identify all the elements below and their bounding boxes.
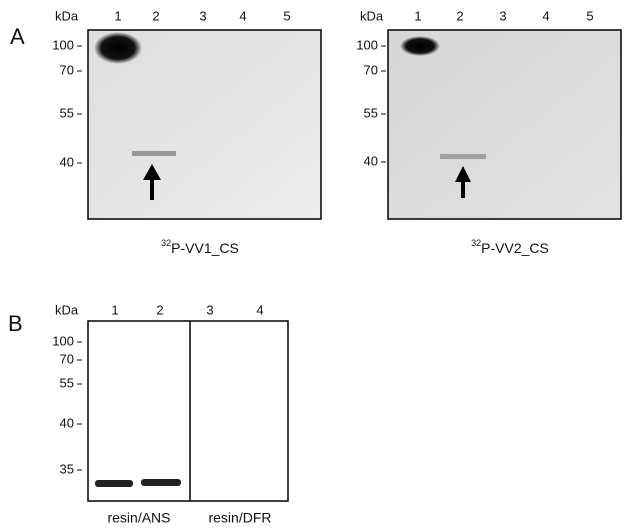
band [95,480,133,487]
lane-number: 4 [239,8,246,23]
lane-number: 1 [414,8,421,23]
lane-number: 5 [283,8,290,23]
band [132,151,176,156]
lane-number: 4 [256,302,263,317]
unit-label: kDa [55,302,79,317]
band [94,32,142,64]
marker-label: 55 [60,375,74,390]
lane-number: 2 [156,302,163,317]
lane-number: 3 [199,8,206,23]
lane-number: 3 [499,8,506,23]
band [440,154,486,159]
lane-number: 2 [152,8,159,23]
caption: 32P-VV2_CS [471,238,549,255]
caption-isotope: 32 [161,238,171,248]
caption-text: P-VV1_CS [171,240,239,256]
caption-text: P-VV2_CS [481,240,549,256]
lane-number: 3 [206,302,213,317]
marker-label: 40 [60,415,74,430]
arrow-head [455,166,471,182]
lane-number: 1 [111,302,118,317]
marker-label: 40 [60,154,74,169]
marker-label: 70 [60,351,74,366]
marker-label: 70 [364,62,378,77]
lane-number: 2 [456,8,463,23]
marker-label: 55 [60,105,74,120]
band [400,36,440,56]
marker-label: 40 [364,153,378,168]
lane-number: 1 [114,8,121,23]
caption: 32P-VV1_CS [161,238,239,255]
group-label: resin/DFR [208,510,271,526]
marker-label: 100 [52,37,74,52]
blot [387,29,622,220]
band [141,479,181,486]
panel-label: B [8,311,23,336]
marker-label: 100 [356,37,378,52]
arrow-head [143,164,161,180]
lane-number: 5 [586,8,593,23]
marker-label: 100 [52,333,74,348]
lane-number: 4 [542,8,549,23]
marker-label: 70 [60,62,74,77]
marker-label: 35 [60,461,74,476]
blot [87,320,289,502]
marker-label: 55 [364,105,378,120]
unit-label: kDa [360,8,384,23]
unit-label: kDa [55,8,79,23]
panel-label: A [10,24,25,49]
group-label: resin/ANS [107,510,170,526]
caption-isotope: 32 [471,238,481,248]
